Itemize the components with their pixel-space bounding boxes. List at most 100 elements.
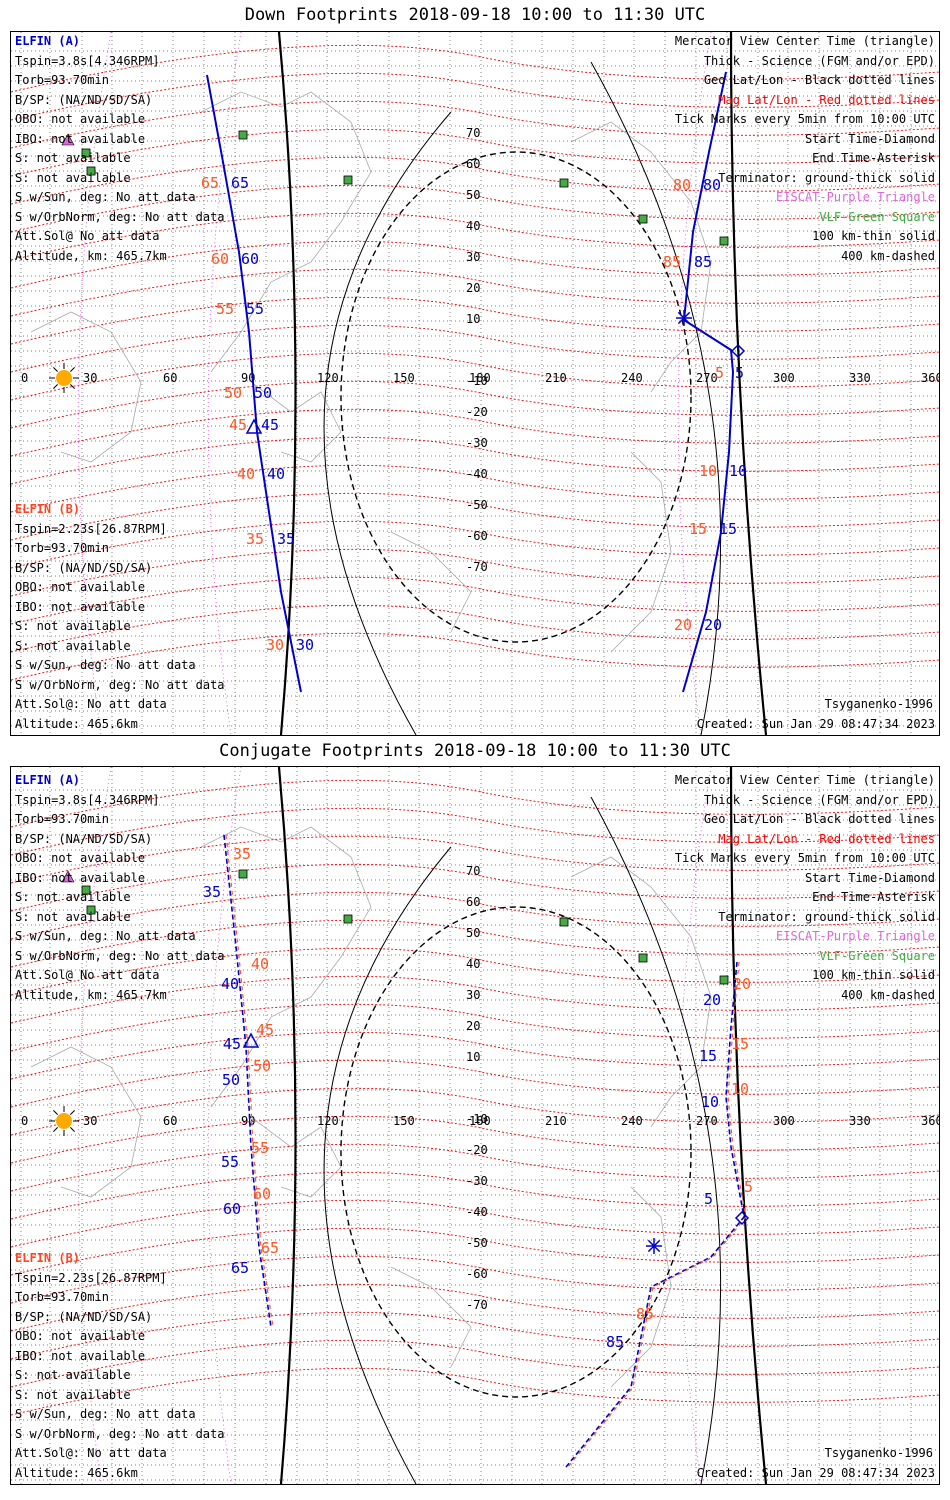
down-panel-title: Down Footprints 2018-09-18 10:00 to 11:3… — [244, 5, 706, 25]
mag-latitude-line — [11, 436, 939, 485]
mag-latitude-line — [11, 1031, 939, 1080]
conj-elfin-b-info: ELFIN (B) Tspin=2.23s[26.87RPM] Torb=93.… — [15, 1249, 225, 1483]
conj-map-canvas[interactable]: 0 30 60 90 120 150 180 210 240 270 300 330 360 70 60 50… — [11, 767, 939, 1484]
elfin-b-header: ELFIN (B) — [15, 502, 81, 516]
elfin-a-track-west — [223, 834, 272, 1328]
mag-latitude-line — [11, 72, 939, 121]
lat-label: 60 — [466, 895, 480, 909]
legend-line: EISCAT-Purple Triangle — [776, 190, 935, 204]
vlf-station-square-icon — [559, 178, 569, 188]
mag-latitude-line — [11, 1143, 939, 1192]
vlf-station-square-icon — [719, 236, 729, 246]
down-elfin-a-info: ELFIN (A) Tspin=3.8s[4.346RPM] Torb=93.7… — [15, 32, 225, 266]
info-line: Altitude: 465.6km — [15, 716, 138, 731]
mag-latitude-line — [11, 1283, 939, 1332]
track-tick-label: 60 — [253, 1185, 271, 1203]
lon-label: 300 — [773, 371, 795, 385]
track-tick-label: 5 — [744, 1178, 753, 1196]
coastline — [390, 531, 472, 633]
mag-latitude-line — [11, 947, 939, 996]
legend-line: EISCAT-Purple Triangle — [776, 929, 935, 943]
vlf-station-square-icon — [86, 166, 96, 176]
info-line: S w/OrbNorm, deg: No att data — [15, 677, 225, 692]
lat-label: -40 — [466, 467, 488, 481]
conj-legend: Mercator View Center Time (triangle) Thi… — [675, 771, 935, 1005]
legend-line: End Time-Asterisk — [812, 151, 935, 165]
track-tick-label: 80 — [703, 176, 721, 194]
range-100km-left — [323, 111, 452, 735]
info-line: S: not available — [15, 1387, 131, 1402]
track-tick-label: 35 — [233, 845, 251, 863]
track-tick-label: 10 — [729, 462, 747, 480]
down-map-canvas[interactable]: 0306090120150180210240270300330360706050… — [11, 32, 939, 735]
track-tick-label: 50 — [254, 384, 272, 402]
track-tick-label: 45 — [256, 1021, 274, 1039]
lat-label: 50 — [466, 926, 480, 940]
lat-label: 70 — [466, 126, 480, 140]
info-line: S w/Sun, deg: No att data — [15, 190, 196, 204]
lat-label: -50 — [466, 498, 488, 512]
info-line: Att.Sol@ No att data — [15, 968, 160, 982]
legend-line: Thick - Science (FGM and/or EPD) — [703, 53, 935, 68]
legend-line: Mercator View Center Time (triangle) — [674, 773, 935, 787]
mag-latitude-line — [11, 1087, 939, 1136]
range-100km-right — [590, 61, 722, 735]
lon-label: 120 — [317, 1114, 339, 1128]
lon-label: 330 — [849, 371, 871, 385]
track-tick-label: 5 — [735, 364, 744, 382]
track-tick-label: 45 — [223, 1035, 241, 1053]
mag-latitude-line — [11, 352, 939, 401]
mag-latitude-line — [11, 464, 939, 513]
conj-map-frame: 0 30 60 90 120 150 180 210 240 270 300 330 360 70 60 50… — [10, 766, 940, 1485]
lon-label: 30 — [83, 1114, 97, 1128]
legend-line: Thick - Science (FGM and/or EPD) — [703, 792, 935, 807]
info-line: S w/Sun, deg: No att data — [15, 658, 196, 672]
lat-label: -10 — [466, 374, 488, 388]
lon-label: 210 — [545, 371, 567, 385]
mag-meridian-line — [677, 32, 712, 735]
range-400km-ellipse — [340, 151, 692, 643]
info-line: IBO: not available — [15, 870, 146, 885]
mag-latitude-line — [11, 128, 939, 177]
mag-meridian-line — [207, 32, 242, 735]
elfin-b-header: ELFIN (B) — [15, 1251, 81, 1265]
mag-latitude-line — [11, 184, 939, 233]
info-line: Att.Sol@: No att data — [15, 1446, 167, 1460]
track-tick-label: 45 — [261, 416, 279, 434]
lon-label: 240 — [621, 1114, 643, 1128]
legend-line: 100 km-thin solid — [812, 229, 935, 243]
track-tick-label: 60 — [241, 250, 259, 268]
coastline — [610, 1186, 672, 1388]
mag-meridian-line — [77, 32, 112, 735]
mag-latitude-line — [11, 324, 939, 373]
mag-latitude-line — [11, 835, 939, 884]
info-line: Att.Sol@: No att data — [15, 697, 167, 711]
info-line: IBO: not available — [15, 599, 146, 614]
info-line: S w/OrbNorm, deg: No att data — [15, 209, 225, 224]
info-line: B/SP: (NA/ND/SD/SA) — [15, 831, 153, 846]
track-tick-label: 10 — [731, 1080, 749, 1098]
track-tick-label: 5 — [704, 1190, 713, 1208]
mag-latitude-line — [11, 576, 939, 625]
vlf-station-square-icon — [238, 130, 248, 140]
mag-meridian-line — [677, 767, 712, 1484]
lat-label: -60 — [466, 529, 488, 543]
info-line: Torb=93.70min — [15, 73, 109, 87]
coastline — [250, 381, 342, 463]
info-line: B/SP: (NA/ND/SD/SA) — [15, 92, 153, 107]
track-tick-label: 20 — [704, 616, 722, 634]
mag-latitude-line — [11, 268, 939, 317]
mag-latitude-line — [11, 548, 939, 597]
track-tick-label: 65 — [231, 1259, 249, 1277]
track-tick-label: 15 — [699, 1047, 717, 1065]
track-tick-label: 50 — [224, 384, 242, 402]
lat-label: -20 — [466, 1143, 488, 1157]
end-time-asterisk-icon — [647, 1239, 661, 1253]
lon-label: 180 — [469, 371, 491, 385]
mag-latitude-line — [11, 1171, 939, 1220]
mag-latitude-line — [11, 212, 939, 261]
mag-latitude-line — [11, 1199, 939, 1248]
mag-latitude-line — [11, 863, 939, 912]
mag-latitude-line — [11, 44, 939, 93]
track-tick-label: 15 — [731, 1035, 749, 1053]
